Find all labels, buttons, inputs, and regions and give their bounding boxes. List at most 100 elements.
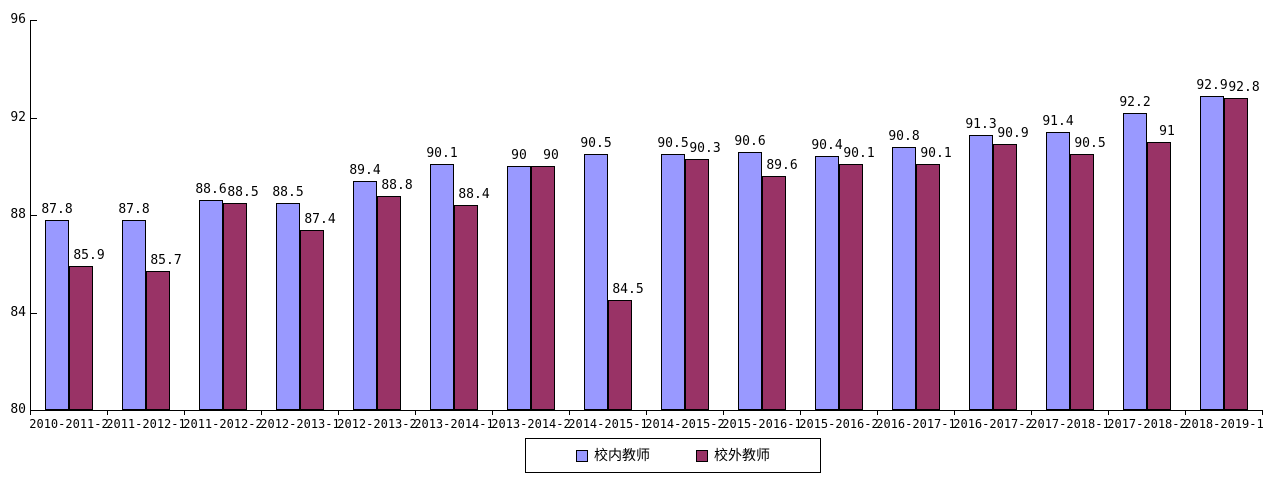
bar-internal-teachers [584,154,608,410]
x-category-label: 2013-2014-1 [414,417,494,431]
x-axis-tick-mark [1262,411,1263,415]
bar-internal-teachers [969,135,993,410]
x-axis-tick-mark [107,411,108,415]
bar-value-label: 89.4 [349,163,381,178]
bar-value-label: 90.6 [734,134,766,149]
bar-external-teachers [1147,142,1171,410]
x-category-label: 2012-2013-2 [337,417,417,431]
bar-external-teachers [839,164,863,410]
x-axis-tick-mark [877,411,878,415]
bar-internal-teachers [1123,113,1147,410]
bar-internal-teachers [738,152,762,410]
bar-value-label: 85.7 [150,253,182,268]
bar-external-teachers [223,203,247,410]
bar-value-label: 90.5 [580,136,612,151]
bar-external-teachers [300,230,324,410]
x-category-label: 2015-2016-1 [722,417,802,431]
y-axis-tick-label: 92 [10,109,26,125]
y-axis-tick-label: 80 [10,402,26,417]
bar-external-teachers [1070,154,1094,410]
x-axis-tick-mark [1185,411,1186,415]
y-axis-tick-mark [31,20,37,21]
x-axis-tick-mark [492,411,493,415]
x-axis-tick-mark [800,411,801,415]
x-category-label: 2011-2012-2 [183,417,263,431]
bar-value-label: 90.1 [920,146,952,161]
legend: 校内教师 校外教师 [525,438,821,473]
bar-value-label: 88.8 [381,178,413,193]
legend-label-external-teachers: 校外教师 [714,447,770,464]
bar-internal-teachers [353,181,377,410]
bar-internal-teachers [1200,96,1224,410]
x-category-label: 2010-2011-2 [29,417,109,431]
bar-internal-teachers [507,166,531,410]
y-axis [30,20,31,411]
x-category-label: 2016-2017-1 [876,417,956,431]
x-axis-tick-mark [184,411,185,415]
bar-internal-teachers [199,200,223,410]
x-category-label: 2012-2013-1 [260,417,340,431]
legend-entry-internal-teachers: 校内教师 [576,448,650,464]
bar-internal-teachers [45,220,69,410]
x-axis-tick-mark [646,411,647,415]
x-axis-tick-mark [261,411,262,415]
bar-external-teachers [608,300,632,410]
bar-value-label: 85.9 [73,248,105,263]
x-axis-tick-mark [1108,411,1109,415]
bar-value-label: 91.3 [965,117,997,132]
x-axis-tick-mark [30,411,31,415]
bar-external-teachers [916,164,940,410]
bar-value-label: 90.3 [689,141,721,156]
bar-value-label: 90 [543,148,559,163]
x-category-label: 2018-2019-1 [1184,417,1264,431]
bar-internal-teachers [815,156,839,410]
bar-internal-teachers [892,147,916,410]
y-axis-tick-mark [31,312,37,314]
bar-value-label: 90.8 [888,129,920,144]
x-axis-tick-mark [569,411,570,415]
bar-value-label: 92.9 [1196,78,1228,93]
bar-external-teachers [377,196,401,410]
x-category-label: 2016-2017-2 [953,417,1033,431]
y-axis-tick-mark [31,215,37,216]
bar-internal-teachers [430,164,454,410]
bar-internal-teachers [276,203,300,410]
bar-internal-teachers [1046,132,1070,410]
bar-value-label: 92.8 [1228,80,1260,95]
y-axis-tick-label: 96 [10,12,26,27]
bar-value-label: 90.9 [997,126,1029,141]
bar-value-label: 89.6 [766,158,798,173]
bar-value-label: 84.5 [612,282,644,297]
x-axis-tick-mark [415,411,416,415]
y-axis-tick-mark [31,410,37,411]
bar-external-teachers [685,159,709,410]
x-axis-tick-mark [723,411,724,415]
bar-value-label: 91.4 [1042,114,1074,129]
x-category-label: 2015-2016-2 [799,417,879,431]
x-category-label: 2014-2015-1 [568,417,648,431]
bar-value-label: 88.6 [195,182,227,197]
y-axis-tick-label: 84 [10,304,26,320]
x-axis [30,410,1263,411]
legend-label-internal-teachers: 校内教师 [594,447,650,464]
bar-value-label: 87.4 [304,212,336,227]
bar-value-label: 88.5 [272,185,304,200]
bar-value-label: 90.4 [811,138,843,153]
legend-swatch-external-teachers [696,449,708,462]
x-category-label: 2017-2018-1 [1030,417,1110,431]
bar-external-teachers [454,205,478,410]
x-axis-tick-mark [1031,411,1032,415]
x-axis-tick-mark [954,411,955,415]
legend-swatch-internal-teachers [576,449,588,462]
x-category-label: 2014-2015-2 [645,417,725,431]
bar-value-label: 87.8 [118,202,150,217]
x-category-label: 2011-2012-1 [106,417,186,431]
x-category-label: 2013-2014-2 [491,417,571,431]
y-axis-tick-label: 88 [10,207,26,222]
bar-external-teachers [69,266,93,410]
bar-value-label: 92.2 [1119,95,1151,110]
bar-internal-teachers [122,220,146,410]
bar-value-label: 90.1 [843,146,875,161]
bar-external-teachers [531,166,555,410]
